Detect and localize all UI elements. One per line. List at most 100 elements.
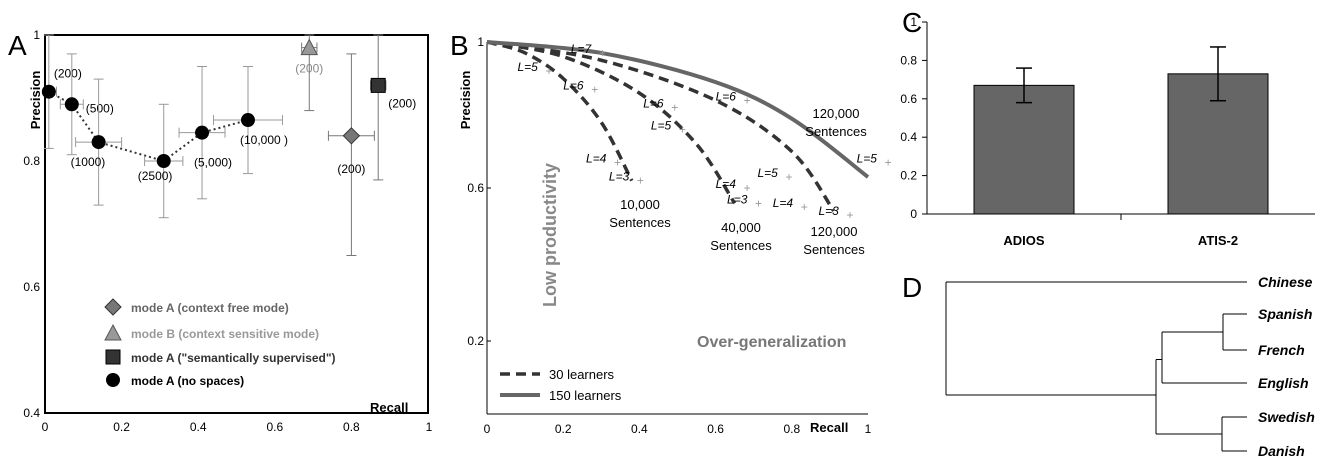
panel-d-dendrogram: Chinese Spanish French English Swedish Danish	[945, 274, 1315, 459]
panel-b-y-ticks: 0.2 0.6 1	[467, 35, 491, 348]
series-1: (200)	[295, 34, 323, 112]
leaf-label: French	[1258, 342, 1305, 358]
series-3: (200) (500) (1000) (2500) (5,000) (10,000 )	[41, 34, 288, 219]
curve-label: Sentences	[710, 238, 772, 253]
panel-b-annotations: L=7 +L=5 +L=6 +L=6 +L=5 +L=6 +L=4 +L=3 + L=4 +L=3 +…	[517, 42, 891, 222]
plus-marker: +	[755, 196, 762, 210]
curve-0	[486, 40, 634, 182]
low-productivity-label: Low productivity	[540, 163, 560, 307]
panel-b-x-tick-label: 0.4	[631, 422, 648, 436]
panel-c-y-tick-label: 0.6	[900, 92, 917, 106]
panel-c-y-tick-label: 0	[910, 207, 917, 221]
data-point-triangle	[104, 323, 122, 341]
level-annotation: L=3	[818, 204, 839, 218]
panel-c-chart: 0 0.2 0.4 0.6 0.8 1 ADIOS ATIS-2	[900, 15, 1315, 248]
leaf-label: Spanish	[1258, 306, 1312, 322]
panel-b-lines: 10,000 Sentences 40,000 Sentences 120,000 Sen…	[486, 40, 870, 257]
level-annotation: L=6	[563, 78, 584, 92]
data-point-circle	[64, 97, 79, 112]
panel-c-y-tick-label: 0.4	[900, 130, 917, 144]
data-point-circle	[156, 154, 171, 168]
panel-a-x-tick-label: 0	[42, 420, 49, 434]
plus-marker: +	[599, 46, 606, 60]
point-label: (10,000 )	[240, 133, 288, 147]
curve-label: 120,000	[813, 106, 860, 121]
level-annotation: L=3	[727, 192, 748, 206]
point-label: (500)	[86, 101, 114, 115]
curve-2	[486, 40, 836, 212]
curve-label: 40,000	[721, 220, 761, 235]
category-label: ADIOS	[1003, 233, 1045, 248]
plus-marker: +	[846, 208, 853, 222]
level-annotation: L=5	[517, 60, 538, 74]
data-point-square	[105, 349, 121, 365]
dendrogram-branches	[945, 281, 1247, 452]
panel-label-b: B	[450, 30, 469, 61]
panel-b-chart: 0 0.2 0.4 0.6 0.8 Recall 1 0.2 0.6 1 10,000 Sente…	[458, 35, 892, 436]
panel-c-y-tick-label: 0.2	[900, 169, 917, 183]
legend-label: mode A (no spaces)	[131, 374, 244, 388]
panel-a-chart: 0 0.2 0.4 0.6 0.8 1 0.40.60.81 (200)(200)(200…	[23, 28, 432, 434]
point-label: (5,000)	[194, 156, 232, 170]
legend-label: mode B (context sensitive mode)	[131, 327, 319, 341]
point-label: (200)	[295, 62, 323, 76]
panel-b-x-tick-label: 0.6	[707, 422, 724, 436]
level-annotation: L=4	[586, 151, 607, 165]
panel-a-x-tick-label: 0.8	[343, 420, 360, 434]
point-label: (200)	[54, 67, 82, 81]
panel-c-y-tick-label: 0.8	[900, 53, 917, 67]
panel-a-y-label: Precision	[28, 71, 43, 130]
level-annotation: L=6	[716, 89, 737, 103]
panel-b-x-tick-label: 0	[484, 422, 491, 436]
plus-marker: +	[744, 93, 751, 107]
plus-marker: +	[885, 155, 892, 169]
legend-label: mode A ("semantically supervised")	[131, 351, 336, 365]
over-generalization-label: Over-generalization	[697, 334, 846, 351]
series-0: (200)	[327, 53, 375, 256]
panel-label-d: D	[902, 272, 922, 303]
plus-marker: +	[637, 174, 644, 188]
panel-b-x-ticks: 0 0.2 0.4 0.6 0.8 Recall 1	[484, 420, 872, 436]
panel-b-y-tick-label: 0.6	[467, 181, 484, 195]
panel-a-y-tick-label: 0.8	[23, 154, 40, 168]
panel-b-y-label: Precision	[458, 71, 473, 130]
panel-label-a: A	[8, 30, 27, 61]
plus-marker: +	[801, 200, 808, 214]
curve-3	[486, 40, 870, 179]
plus-marker: +	[614, 155, 621, 169]
curve-label: Sentences	[609, 215, 671, 230]
point-label: (2500)	[138, 169, 173, 183]
point-label: (1000)	[71, 155, 106, 169]
panel-b-y-tick-label: 0.2	[467, 334, 484, 348]
plus-marker: +	[671, 101, 678, 115]
legend-label: mode A (context free mode)	[131, 301, 289, 315]
legend-label: 30 learners	[549, 367, 615, 382]
category-label: ATIS-2	[1198, 233, 1238, 248]
data-point-circle	[240, 113, 255, 128]
leaf-label: Swedish	[1258, 409, 1315, 425]
data-point-square	[370, 77, 386, 93]
level-annotation: L=5	[758, 166, 779, 180]
plus-marker: +	[591, 82, 598, 96]
panel-b-legend: 30 learners 150 learners	[500, 367, 622, 403]
panel-a-legend: mode A (context free mode) mode B (contex…	[104, 298, 336, 388]
data-point-circle	[195, 125, 210, 140]
no-spaces-trend-line	[48, 90, 249, 163]
plus-marker: +	[786, 170, 793, 184]
level-annotation: L=7	[571, 42, 593, 56]
panel-a-y-tick-label: 0.4	[23, 406, 40, 420]
curve-label: Sentences	[805, 124, 867, 139]
curve-label: 120,000	[811, 224, 858, 239]
panel-b-x-tick-label: 0.8	[783, 422, 800, 436]
leaf-label: Chinese	[1258, 274, 1313, 290]
data-point-diamond	[342, 127, 361, 145]
panel-a-x-tick-label: 0.6	[266, 420, 283, 434]
data-point-triangle	[300, 38, 319, 56]
panel-c-y-ticks: 0 0.2 0.4 0.6 0.8 1	[900, 15, 927, 221]
panel-b-x-label: Recall	[810, 420, 848, 435]
panel-a-x-ticks: 0 0.2 0.4 0.6 0.8 1	[42, 420, 433, 434]
leaf-label: Danish	[1258, 443, 1305, 459]
leaf-label: English	[1258, 375, 1309, 391]
panel-a-y-tick-label: 0.6	[23, 280, 40, 294]
